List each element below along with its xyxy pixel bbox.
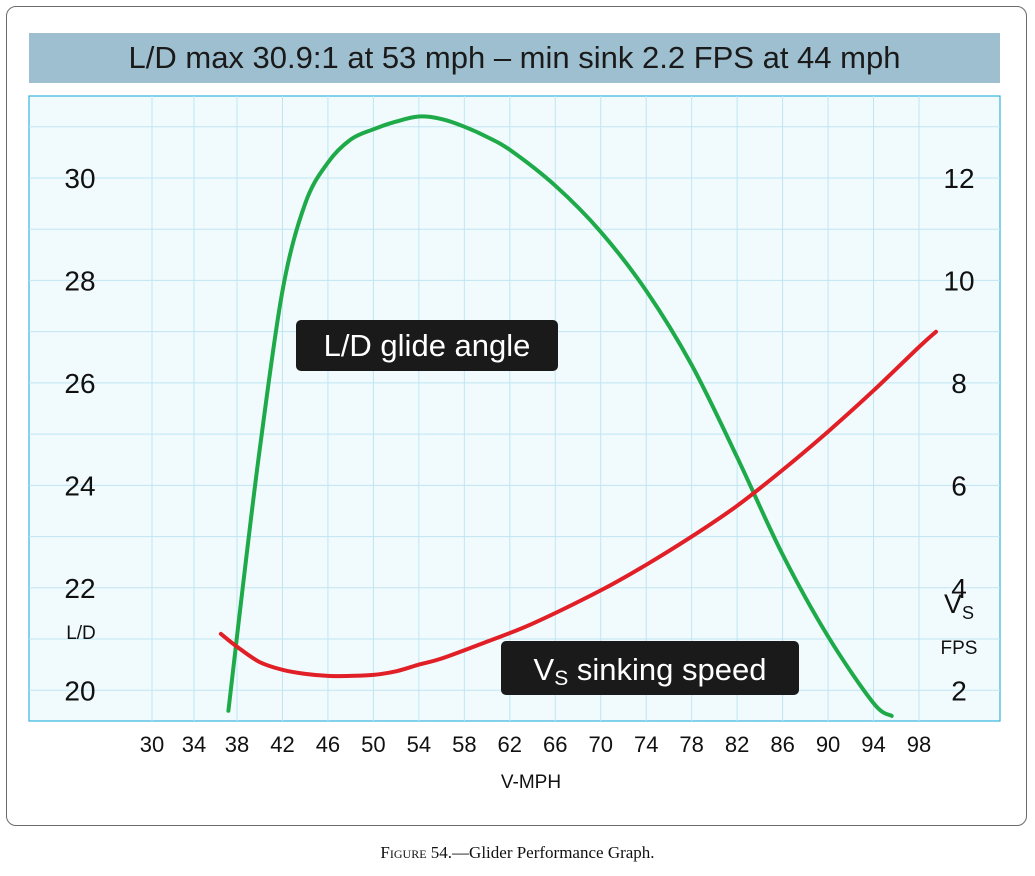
left-tick-label: 22 (64, 573, 95, 604)
sink-speed-curve (218, 329, 938, 679)
x-tick-label: 82 (725, 732, 749, 757)
right-tick-label: 6 (951, 470, 967, 501)
left-tick-label: 24 (64, 470, 95, 501)
left-axis-label: L/D (66, 623, 96, 644)
x-tick-label: 42 (270, 732, 294, 757)
x-tick-label: 98 (907, 732, 931, 757)
caption-text: —Glider Performance Graph. (452, 843, 655, 862)
x-tick-label: 74 (634, 732, 658, 757)
vs-sinking-speed-label: VS sinking speed (534, 652, 767, 690)
x-tick-label: 94 (861, 732, 885, 757)
x-tick-label: 66 (543, 732, 567, 757)
right-tick-label: 8 (951, 368, 967, 399)
x-tick-label: 38 (225, 732, 249, 757)
right-tick-label: 10 (943, 265, 974, 296)
x-tick-label: 62 (498, 732, 522, 757)
x-tick-label: 90 (816, 732, 840, 757)
x-tick-label: 30 (140, 732, 164, 757)
ld-curve (226, 114, 894, 718)
curves (218, 114, 938, 718)
x-tick-label: 46 (316, 732, 340, 757)
vs-sinking-speed-annotation: VS sinking speed (501, 641, 799, 695)
left-tick-label: 28 (64, 265, 95, 296)
right-tick-label: 12 (943, 163, 974, 194)
x-tick-label: 58 (452, 732, 476, 757)
left-tick-label: 30 (64, 163, 95, 194)
right-tick-label: 4 (951, 573, 967, 604)
x-tick-label: 50 (361, 732, 385, 757)
figure-label: Figure 54. (380, 843, 453, 862)
ld-glide-angle-annotation: L/D glide angle (296, 320, 558, 371)
axis-labels: 30 34 38 42 46 50 54 58 62 66 70 74 78 82 86 90 94 982022… (64, 163, 974, 757)
right-axis-unit: FPS (941, 638, 978, 659)
plot-area (28, 95, 1001, 722)
chart-title: L/D max 30.9:1 at 53 mph – min sink 2.2 … (29, 33, 1000, 83)
x-axis-label: V-MPH (501, 772, 561, 793)
x-tick-label: 54 (407, 732, 431, 757)
ld-glide-angle-label: L/D glide angle (324, 328, 531, 363)
left-tick-label: 20 (64, 675, 95, 706)
x-tick-label: 34 (182, 732, 206, 757)
x-tick-label: 78 (679, 732, 703, 757)
left-tick-label: 26 (64, 368, 95, 399)
grid-lines (29, 96, 1000, 721)
figure-caption: Figure 54.—Glider Performance Graph. (0, 843, 1035, 863)
right-axis-label: VS (944, 589, 974, 623)
right-tick-label: 2 (951, 675, 967, 706)
x-tick-label: 70 (588, 732, 612, 757)
x-tick-label: 86 (770, 732, 794, 757)
